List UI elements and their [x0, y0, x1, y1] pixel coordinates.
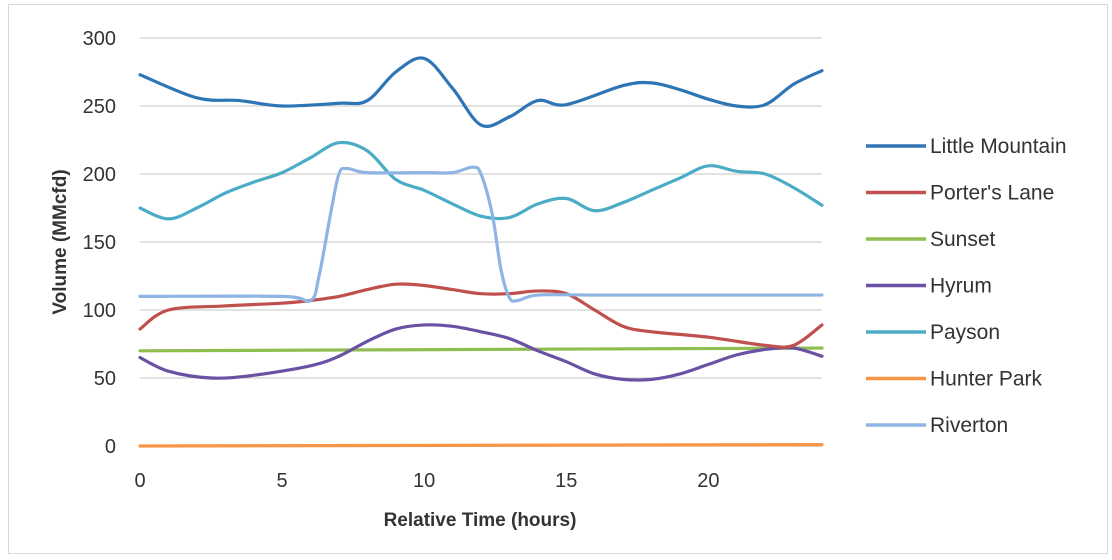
y-tick-labels: 0 50 100 150 200 250 300 — [83, 28, 116, 458]
series-line-little-mountain — [138, 56, 824, 128]
y-tick-label: 300 — [83, 28, 116, 50]
series-line-hunter-park — [138, 443, 824, 448]
y-tick-label: 150 — [83, 232, 116, 254]
series-line-porter-s-lane — [138, 282, 824, 349]
y-tick-label: 200 — [83, 164, 116, 186]
legend-label: Payson — [930, 321, 1000, 344]
legend-label: Sunset — [930, 228, 996, 251]
gridlines — [140, 37, 822, 447]
series-line-sunset — [138, 346, 824, 353]
series-line-hyrum — [138, 323, 824, 382]
x-tick-label: 20 — [697, 470, 719, 492]
legend-label: Little Mountain — [930, 135, 1067, 158]
x-axis-title: Relative Time (hours) — [384, 510, 577, 531]
x-tick-label: 0 — [134, 470, 145, 492]
x-tick-label: 15 — [555, 470, 577, 492]
y-axis-title: Volume (MMcfd) — [50, 169, 71, 314]
legend-label: Hunter Park — [930, 368, 1043, 391]
series-line-payson — [138, 140, 824, 221]
legend-label: Porter's Lane — [930, 182, 1054, 205]
y-tick-label: 0 — [105, 436, 116, 458]
y-tick-label: 100 — [83, 300, 116, 322]
x-tick-label: 10 — [413, 470, 435, 492]
legend-label: Riverton — [930, 414, 1008, 437]
x-tick-label: 5 — [277, 470, 288, 492]
y-tick-label: 250 — [83, 96, 116, 118]
series-lines — [138, 56, 824, 448]
legend: Little Mountain Porter's Lane Sunset Hyrum P… — [866, 135, 1067, 437]
series-line-riverton — [138, 165, 824, 303]
y-tick-label: 50 — [94, 368, 116, 390]
x-tick-labels: 0 5 10 15 20 — [134, 470, 719, 492]
legend-label: Hyrum — [930, 275, 992, 298]
